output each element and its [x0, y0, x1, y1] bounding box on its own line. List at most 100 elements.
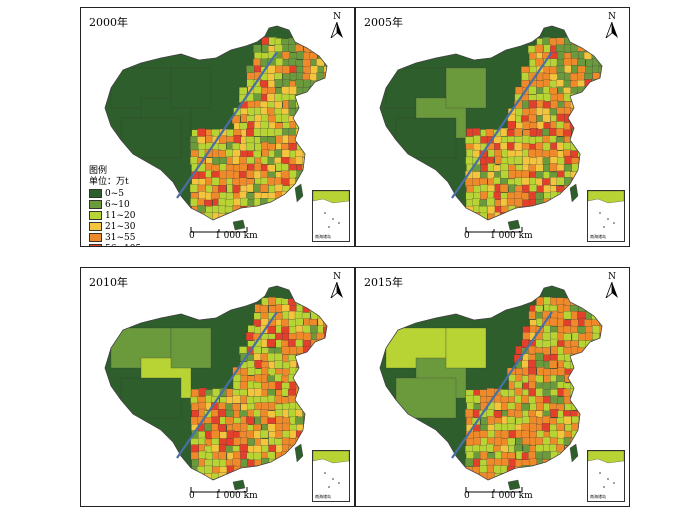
north-arrow: N [603, 272, 621, 302]
region-cell [275, 199, 284, 209]
region-cell [317, 346, 326, 356]
region-cell [316, 80, 325, 89]
panel-year-title: 2015年 [364, 276, 403, 289]
region-cell [324, 354, 327, 363]
legend-item: 31~55 [89, 232, 141, 243]
scale-bar-graphic [465, 227, 523, 233]
region-cell [197, 136, 206, 145]
region-cell [542, 465, 551, 474]
region-cell [232, 381, 242, 390]
region-cell [289, 459, 298, 468]
region-cell [261, 457, 270, 467]
region-cell [598, 395, 602, 405]
region-cell [591, 115, 601, 125]
region-cell [486, 458, 495, 467]
region-cell [480, 184, 489, 193]
region-cell [218, 185, 227, 194]
region-cell [239, 156, 248, 165]
region-cell [253, 445, 262, 454]
region-cell [274, 472, 283, 480]
region-cell [571, 415, 580, 425]
region-cell [592, 305, 602, 314]
region-cell [310, 107, 320, 117]
region-cell [592, 325, 601, 334]
region-cell [570, 108, 579, 117]
region-cell [266, 93, 276, 102]
region-cell [570, 213, 579, 220]
region-cell [577, 368, 586, 377]
region-cell [445, 67, 487, 109]
region-cell [268, 458, 278, 468]
region-cell [317, 375, 327, 384]
region-cell [260, 205, 269, 214]
region-cell [303, 361, 312, 371]
north-label: N [333, 272, 341, 282]
region-cell [296, 221, 304, 229]
region-cell [556, 479, 565, 480]
region-cell [324, 424, 327, 433]
region-cell [514, 380, 523, 390]
region-cell [598, 408, 602, 418]
region-cell [542, 128, 551, 137]
region-cell [290, 220, 298, 228]
region-cell [316, 437, 325, 446]
region-cell [288, 57, 297, 67]
region-cell [577, 452, 586, 461]
region-cell [260, 212, 269, 220]
region-cell [395, 377, 457, 419]
region-cell [577, 473, 587, 480]
region-cell [289, 481, 297, 489]
region-cell [499, 184, 509, 193]
region-cell [529, 184, 538, 193]
region-cell [296, 114, 305, 123]
china-map [379, 285, 603, 491]
region-cell [585, 373, 594, 383]
region-cell [563, 311, 572, 320]
region-cell [591, 417, 601, 426]
region-cell [246, 170, 255, 179]
north-label: N [333, 12, 341, 22]
region-cell [599, 424, 602, 433]
region-cell [212, 157, 221, 166]
region-cell [191, 458, 200, 468]
region-cell [296, 206, 305, 216]
region-cell [591, 361, 601, 370]
region-cell [225, 416, 234, 426]
region-cell [219, 178, 228, 187]
region-cell [274, 184, 284, 193]
region-cell [316, 176, 325, 186]
region-cell [317, 304, 326, 313]
region-cell [294, 199, 304, 208]
region-cell [528, 205, 538, 215]
region-cell [563, 416, 572, 425]
region-cell [310, 438, 320, 447]
region-cell [555, 128, 565, 137]
region-cell [239, 87, 248, 96]
region-cell [592, 424, 601, 433]
region-cell [296, 375, 305, 384]
region-cell [309, 353, 319, 362]
region-cell [465, 466, 474, 475]
north-arrow-icon [330, 21, 343, 40]
region-cell [316, 108, 326, 118]
legend-swatch [89, 233, 102, 242]
region-cell [563, 466, 572, 475]
region-cell [486, 197, 495, 207]
region-cell [494, 437, 503, 446]
region-cell [585, 86, 594, 95]
region-cell [246, 142, 255, 152]
region-cell [280, 170, 290, 179]
scale-distance: 1 000 km [490, 491, 533, 501]
region-cell [302, 157, 311, 166]
region-cell [585, 93, 594, 102]
legend-label: 31~55 [105, 232, 136, 243]
region-cell [487, 205, 496, 215]
region-cell [218, 451, 227, 460]
legend-swatch [89, 244, 102, 246]
region-cell [211, 444, 220, 453]
region-cell [239, 381, 249, 390]
inset-label: 南海诸岛 [590, 494, 606, 499]
region-cell [550, 409, 559, 418]
region-cell [598, 353, 602, 362]
region-cell [267, 423, 276, 432]
